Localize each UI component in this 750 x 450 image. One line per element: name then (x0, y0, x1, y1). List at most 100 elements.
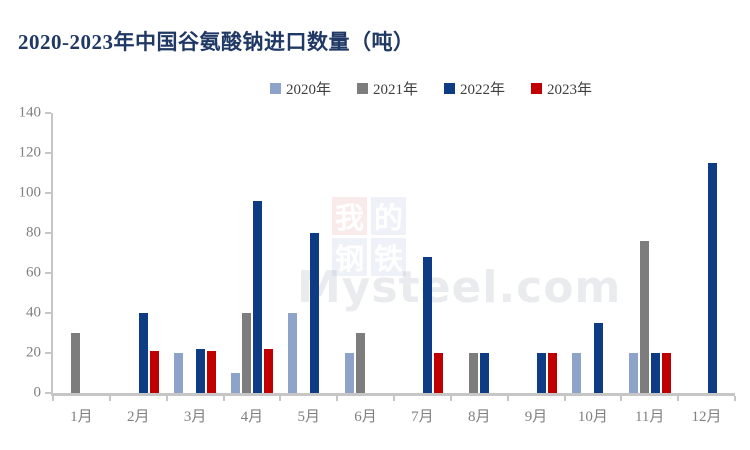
bar-group-5月 (280, 113, 337, 393)
watermark-logo: 我的钢铁 (332, 197, 407, 276)
y-tick-label: 0 (33, 384, 42, 401)
bar-group-10月 (564, 113, 621, 393)
y-tick-mark (45, 192, 51, 194)
bar-group-1月 (53, 113, 110, 393)
x-tick-mark (563, 396, 566, 401)
bar-10月-2020年 (571, 353, 581, 393)
bar-3月-2023年 (207, 351, 217, 393)
x-label-10月: 10月 (577, 409, 608, 425)
x-axis-labels: 1月 2月 3月 4月 5月 6月 7月 8月 9月 10月 11月 12月 (53, 405, 735, 426)
x-label-1月: 1月 (70, 409, 93, 425)
bar-10月-2022年 (593, 323, 603, 393)
y-tick-label: 60 (26, 264, 41, 281)
y-tick-mark (45, 112, 51, 114)
bar-6月-2020年 (344, 353, 354, 393)
x-label-7月: 7月 (411, 409, 434, 425)
x-label-5月: 5月 (297, 409, 320, 425)
bar-4月-2020年 (230, 373, 240, 393)
legend-label: 2020年 (285, 82, 331, 98)
bar-4月-2022年 (252, 201, 262, 393)
bar-3月-2020年 (174, 353, 184, 393)
bar-4月-2023年 (263, 349, 273, 393)
legend-swatch-icon (356, 83, 368, 94)
x-label-2月: 2月 (126, 409, 150, 425)
x-axis-line (51, 393, 735, 396)
x-tick-mark (52, 396, 54, 401)
watermark-tile: 铁 (371, 238, 406, 276)
watermark-text: Mysteel.com (297, 262, 622, 313)
bar-group-7月 (394, 113, 451, 393)
x-tick-mark (108, 396, 111, 401)
x-label-3月: 3月 (183, 409, 207, 425)
watermark-tile: 钢 (332, 238, 367, 276)
bar-1月-2021年 (71, 333, 81, 393)
chart-title: 2020-2023年中国谷氨酸钠进口数量（吨） (18, 30, 415, 54)
legend-swatch-icon (531, 83, 543, 94)
plot-area: 1月 2月 3月 4月 5月 6月 7月 8月 9月 10月 11月 12月 0 20 40 60 80 100… (19, 105, 736, 425)
legend-swatch-icon (269, 83, 281, 94)
y-tick-mark (45, 272, 51, 274)
x-tick-mark (279, 396, 282, 401)
y-tick-mark (45, 152, 51, 154)
y-tick-mark (45, 312, 51, 314)
watermark-tile: 的 (371, 197, 406, 235)
y-tick-mark (45, 392, 51, 394)
watermark-tile: 我 (332, 197, 367, 235)
x-label-6月: 6月 (354, 409, 377, 425)
bar-5月-2020年 (287, 313, 297, 393)
bar-group-12月 (678, 113, 735, 393)
bar-11月-2023年 (661, 353, 671, 393)
bar-9月-2023年 (548, 353, 558, 393)
y-tick-label: 140 (18, 104, 42, 121)
y-tick-mark (45, 232, 51, 234)
bar-group-8月 (451, 113, 508, 393)
legend-item-0: 2020年 (269, 78, 331, 99)
bar-groups (53, 113, 735, 393)
legend-label: 2021年 (372, 82, 418, 98)
bar-8月-2022年 (480, 353, 490, 393)
x-tick-mark (449, 396, 452, 401)
y-tick-label: 80 (26, 224, 41, 241)
bar-group-2月 (110, 113, 167, 393)
bar-2月-2023年 (150, 351, 160, 393)
legend-item-2: 2022年 (444, 78, 505, 99)
legend-label: 2023年 (547, 82, 593, 98)
bar-6月-2021年 (355, 333, 365, 393)
y-tick-label: 20 (26, 344, 41, 361)
bar-group-11月 (621, 113, 678, 393)
legend-label: 2022年 (460, 82, 506, 98)
bar-11月-2021年 (639, 241, 649, 393)
bar-7月-2023年 (434, 353, 444, 393)
x-label-9月: 9月 (524, 409, 548, 425)
bar-group-9月 (508, 113, 565, 393)
bar-11月-2022年 (650, 353, 660, 393)
x-label-11月: 11月 (634, 409, 665, 425)
x-tick-mark (336, 396, 339, 401)
bar-2月-2022年 (139, 313, 149, 393)
bar-5月-2022年 (309, 233, 319, 393)
x-tick-mark (222, 396, 225, 401)
bar-group-4月 (223, 113, 280, 393)
x-tick-mark (620, 396, 623, 401)
y-tick-label: 100 (18, 184, 42, 201)
bar-8月-2021年 (469, 353, 479, 393)
bar-4月-2021年 (241, 313, 251, 393)
y-tick-label: 120 (18, 144, 42, 161)
x-tick-mark (393, 396, 395, 401)
x-label-12月: 12月 (691, 409, 722, 425)
legend-item-3: 2023年 (531, 78, 592, 99)
bar-7月-2022年 (423, 257, 433, 393)
x-tick-mark (734, 396, 736, 401)
legend-swatch-icon (444, 83, 455, 94)
bar-group-3月 (167, 113, 224, 393)
x-label-4月: 4月 (240, 409, 264, 425)
bar-12月-2022年 (707, 163, 717, 393)
x-tick-mark (506, 396, 509, 401)
legend: 2020年 2021年 2022年 2023年 (0, 78, 750, 99)
bar-9月-2022年 (537, 353, 547, 393)
y-tick-mark (45, 352, 51, 354)
bar-3月-2022年 (196, 349, 206, 393)
bar-11月-2020年 (628, 353, 638, 393)
x-tick-mark (677, 396, 680, 401)
